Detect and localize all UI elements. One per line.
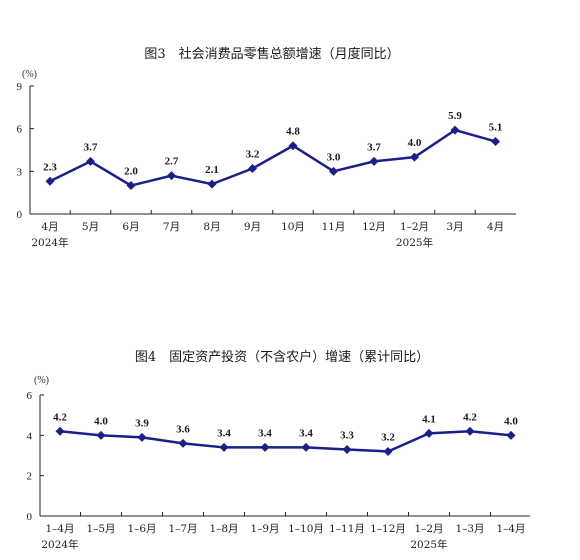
data-point (383, 446, 393, 456)
x-tick-label: 8月 (203, 221, 220, 233)
data-label: 5.9 (448, 110, 462, 122)
x-tick-label: 5月 (82, 221, 99, 233)
data-point (167, 171, 176, 181)
data-point (410, 152, 419, 162)
data-point (491, 136, 500, 146)
data-label: 4.0 (504, 415, 518, 427)
data-label: 4.0 (94, 415, 108, 427)
chart-title: 图3 社会消费品零售总额增速（月度同比） (144, 46, 399, 62)
data-label: 3.6 (176, 423, 190, 435)
data-point (506, 430, 516, 440)
data-label: 2.3 (43, 161, 57, 173)
data-label: 3.7 (367, 141, 381, 153)
data-point (260, 442, 270, 452)
x-tick-label: 1–3月 (455, 523, 484, 535)
year-label: 2025年 (396, 236, 433, 249)
x-tick-label: 9月 (244, 221, 261, 233)
x-tick-label: 12月 (362, 221, 386, 233)
data-point (96, 430, 106, 440)
data-label: 4.0 (408, 137, 422, 149)
x-tick-label: 1–5月 (86, 523, 115, 535)
y-tick-label: 6 (17, 124, 23, 136)
data-point (219, 442, 229, 452)
data-label: 4.1 (422, 413, 436, 425)
data-point (248, 163, 257, 173)
data-label: 4.2 (463, 411, 477, 423)
x-tick-label: 1–2月 (414, 523, 443, 535)
x-tick-label: 1–10月 (288, 523, 324, 535)
y-unit-label: (%) (22, 69, 37, 80)
x-tick-label: 1–9月 (250, 523, 279, 535)
y-unit-label: (%) (34, 375, 49, 386)
chart-fixed-asset-investment: 图4 固定资产投资（不含农户）增速（累计同比） (%) 0 2 4 6 1–4月 1–5月… (27, 349, 530, 551)
y-tick-label: 3 (17, 166, 23, 178)
data-label: 5.1 (489, 121, 503, 133)
year-label: 2024年 (31, 236, 68, 249)
x-tick-label: 10月 (281, 221, 305, 233)
data-label: 2.1 (205, 164, 219, 176)
x-tick-label: 4月 (41, 221, 58, 233)
data-label: 3.4 (299, 427, 313, 439)
data-label: 3.9 (135, 417, 149, 429)
data-point (207, 179, 217, 189)
x-tick-label: 1–2月 (400, 221, 429, 233)
data-label: 3.4 (217, 427, 231, 439)
data-point (465, 426, 475, 436)
x-tick-label: 1–4月 (45, 523, 74, 535)
x-tick-label: 11月 (322, 221, 346, 233)
x-tick-label: 1–11月 (329, 523, 365, 535)
data-label: 3.3 (340, 429, 354, 441)
x-tick-label: 1–6月 (127, 523, 156, 535)
data-point (45, 176, 55, 186)
data-point (288, 141, 298, 151)
data-point (369, 156, 379, 166)
y-tick-label: 0 (27, 511, 33, 523)
data-label: 2.0 (124, 166, 138, 178)
x-tick-label: 1–4月 (496, 523, 525, 535)
year-label: 2025年 (410, 538, 447, 551)
x-tick-label: 7月 (163, 221, 180, 233)
y-tick-label: 4 (27, 430, 33, 442)
y-tick-label: 2 (27, 471, 33, 483)
data-point (55, 426, 65, 436)
data-point (178, 438, 188, 448)
x-tick-label: 3月 (446, 221, 463, 233)
data-point (329, 166, 338, 176)
data-point (126, 181, 136, 191)
year-label: 2024年 (41, 538, 78, 551)
x-tick-label: 6月 (122, 221, 139, 233)
data-point (137, 432, 147, 442)
data-label: 4.8 (286, 126, 300, 138)
series-line (59, 430, 512, 453)
data-label: 3.7 (84, 141, 98, 153)
y-tick-label: 9 (17, 81, 23, 93)
data-label: 3.2 (381, 431, 395, 443)
x-tick-label: 1–8月 (209, 523, 238, 535)
data-label: 2.7 (165, 156, 179, 168)
data-point (450, 125, 460, 135)
data-label: 4.2 (53, 411, 67, 423)
y-tick-label: 0 (17, 209, 23, 221)
x-tick-label: 4月 (487, 221, 504, 233)
data-label: 3.4 (258, 427, 272, 439)
data-point (86, 156, 95, 166)
chart-title: 图4 固定资产投资（不含农户）增速（累计同比） (135, 349, 429, 365)
data-point (342, 444, 352, 454)
data-point (424, 428, 434, 438)
series-line (49, 128, 496, 187)
x-tick-label: 1–7月 (168, 523, 197, 535)
chart-retail-sales: 图3 社会消费品零售总额增速（月度同比） (%) 0 3 6 9 4月 5月 6月 7月 8月 9… (17, 46, 516, 249)
y-tick-label: 6 (27, 390, 33, 402)
data-label: 3.2 (246, 148, 260, 160)
x-tick-label: 1–12月 (370, 523, 406, 535)
data-point (301, 442, 311, 452)
data-label: 3.0 (327, 151, 341, 163)
